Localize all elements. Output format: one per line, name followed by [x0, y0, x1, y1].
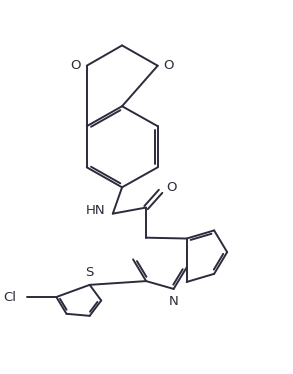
Text: Cl: Cl	[4, 291, 17, 304]
Text: N: N	[169, 295, 178, 308]
Text: O: O	[166, 181, 177, 193]
Text: O: O	[70, 59, 81, 72]
Text: O: O	[163, 59, 174, 72]
Text: S: S	[86, 266, 94, 279]
Text: HN: HN	[86, 204, 105, 217]
